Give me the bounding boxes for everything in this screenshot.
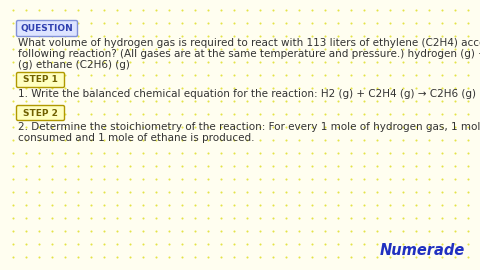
Text: consumed and 1 mole of ethane is produced.: consumed and 1 mole of ethane is produce…	[18, 133, 254, 143]
Text: STEP 2: STEP 2	[23, 109, 58, 117]
Text: (g) ethane (C2H6) (g): (g) ethane (C2H6) (g)	[18, 60, 130, 70]
Text: following reaction? (All gases are at the same temperature and pressure.) hydrog: following reaction? (All gases are at th…	[18, 49, 480, 59]
Text: QUESTION: QUESTION	[21, 24, 73, 33]
Text: 2. Determine the stoichiometry of the reaction: For every 1 mole of hydrogen gas: 2. Determine the stoichiometry of the re…	[18, 122, 480, 132]
FancyBboxPatch shape	[16, 21, 77, 36]
Text: Numerade: Numerade	[380, 243, 465, 258]
FancyBboxPatch shape	[16, 73, 64, 87]
Text: What volume of hydrogen gas is required to react with 113 liters of ethylene (C2: What volume of hydrogen gas is required …	[18, 38, 480, 48]
Text: STEP 1: STEP 1	[23, 76, 58, 85]
FancyBboxPatch shape	[16, 106, 64, 120]
Text: 1. Write the balanced chemical equation for the reaction: H2 (g) + C2H4 (g) → C2: 1. Write the balanced chemical equation …	[18, 89, 476, 99]
